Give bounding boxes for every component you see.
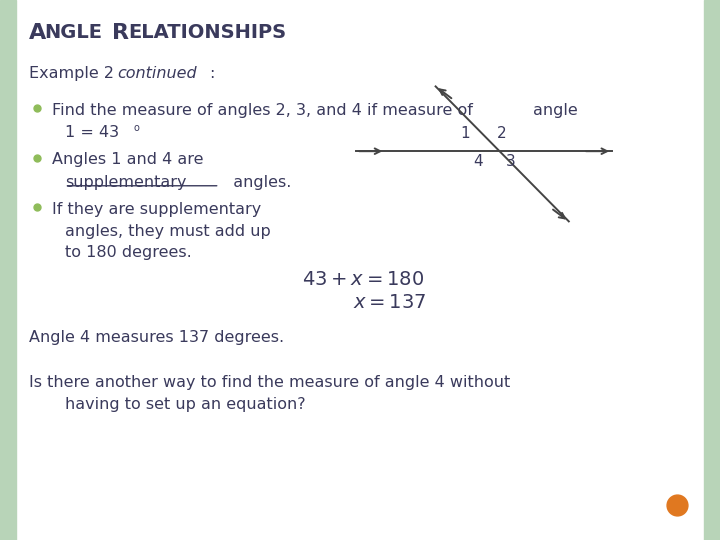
Text: Angle 4 measures 137 degrees.: Angle 4 measures 137 degrees. [29,330,284,346]
Text: $43 + x = 180$: $43 + x = 180$ [302,271,424,289]
Text: Angles 1 and 4 are: Angles 1 and 4 are [52,152,203,167]
Text: R: R [112,23,129,43]
Text: 3: 3 [505,154,516,169]
Text: ELATIONSHIPS: ELATIONSHIPS [128,23,287,42]
Text: having to set up an equation?: having to set up an equation? [65,397,305,412]
Bar [704,0,720,540]
Text: to 180 degrees.: to 180 degrees. [65,245,192,260]
Text: Is there another way to find the measure of angle 4 without: Is there another way to find the measure… [29,375,510,390]
Text: If they are supplementary: If they are supplementary [52,202,261,217]
Text: :: : [209,66,214,81]
Text: supplementary: supplementary [65,175,186,190]
Text: A: A [29,23,46,43]
Text: NGLE: NGLE [45,23,103,42]
Text: 1: 1 [460,126,469,141]
Bar [0,0,16,540]
Text: angle: angle [533,103,577,118]
Text: 4: 4 [473,154,482,169]
Text: Find the measure of angles 2, 3, and 4 if measure of: Find the measure of angles 2, 3, and 4 i… [52,103,473,118]
Text: $x = 137$: $x = 137$ [353,294,426,312]
Text: Example 2: Example 2 [29,66,119,81]
Text: 2: 2 [497,126,506,141]
Text: angles.: angles. [223,175,292,190]
Text: continued: continued [117,66,197,81]
Text: 1 = 43: 1 = 43 [65,125,119,140]
Text: o: o [134,123,140,133]
Text: angles, they must add up: angles, they must add up [65,224,271,239]
